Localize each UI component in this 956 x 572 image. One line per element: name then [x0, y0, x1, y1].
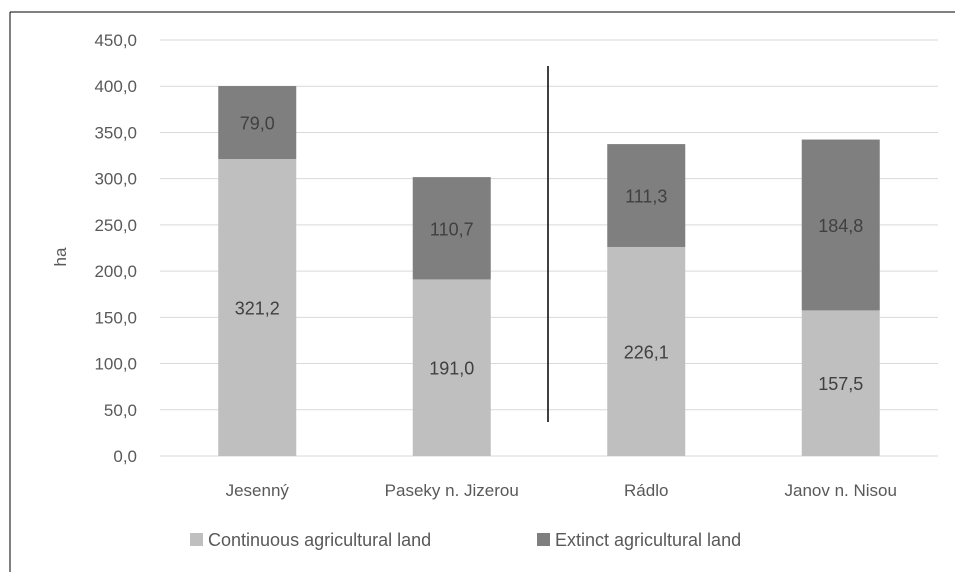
x-tick-label: Paseky n. Jizerou [385, 481, 519, 500]
x-axis-categories: Jesenný Paseky n. Jizerou Rádlo Janov n. Ni… [226, 481, 897, 500]
y-tick-label: 450,0 [94, 31, 137, 50]
legend-label: Extinct agricultural land [555, 530, 741, 550]
y-tick-label: 50,0 [104, 401, 137, 420]
data-label: 321,2 [235, 299, 280, 319]
data-label: 226,1 [624, 342, 669, 362]
y-axis-label: ha [51, 247, 70, 266]
legend-label: Continuous agricultural land [208, 530, 431, 550]
data-label: 79,0 [240, 114, 275, 134]
data-labels: 321,2 79,0 191,0 110,7 226,1 111,3 157,5 184,8 [235, 114, 864, 395]
y-tick-label: 300,0 [94, 170, 137, 189]
y-axis-ticks: 0,0 50,0 100,0 150,0 200,0 250,0 300,0 350,0 400… [94, 31, 137, 466]
legend-item: Extinct agricultural land [537, 530, 741, 550]
bar-extinct [607, 144, 686, 247]
x-tick-label: Janov n. Nisou [785, 481, 897, 500]
bar-continuous [412, 279, 491, 456]
bars [218, 86, 880, 456]
data-label: 157,5 [818, 374, 863, 394]
bar-continuous [801, 310, 880, 456]
data-label: 184,8 [818, 216, 863, 236]
legend: Continuous agricultural land Extinct agri… [190, 530, 741, 550]
legend-item: Continuous agricultural land [190, 530, 431, 550]
data-label: 191,0 [429, 359, 474, 379]
bar-continuous [218, 159, 297, 456]
data-label: 111,3 [625, 187, 667, 207]
y-tick-label: 350,0 [94, 123, 137, 142]
data-label: 110,7 [430, 219, 474, 239]
y-tick-label: 250,0 [94, 216, 137, 235]
x-tick-label: Rádlo [624, 481, 668, 500]
bar-continuous [607, 246, 686, 456]
bar-extinct [412, 177, 491, 280]
bar-extinct [801, 139, 880, 311]
legend-swatch [537, 533, 550, 546]
y-tick-label: 200,0 [94, 262, 137, 281]
y-tick-label: 150,0 [94, 308, 137, 327]
y-tick-label: 100,0 [94, 355, 137, 374]
y-tick-label: 0,0 [113, 447, 137, 466]
legend-swatch [190, 533, 203, 546]
bar-extinct [218, 86, 297, 160]
y-tick-label: 400,0 [94, 77, 137, 96]
x-tick-label: Jesenný [226, 481, 290, 500]
